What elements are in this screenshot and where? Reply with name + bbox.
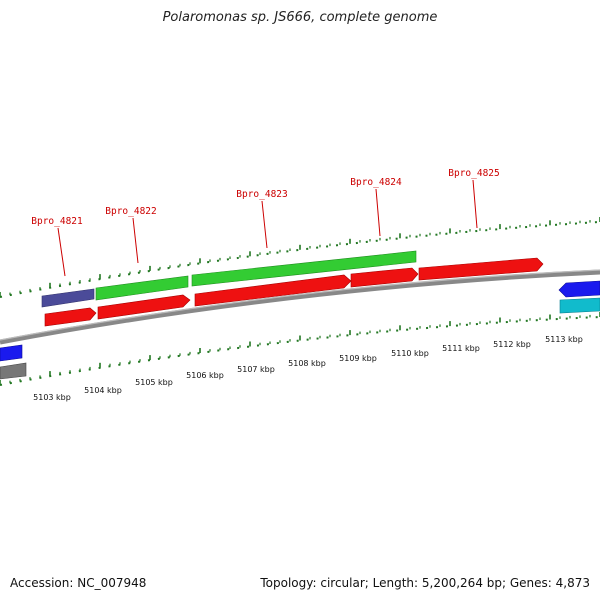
kbp-label-5110: 5110 kbp — [391, 349, 429, 358]
gene-label-bpro-4823: Bpro_4823 — [236, 189, 287, 200]
gene-feature-blue-left[interactable] — [0, 344, 23, 362]
gene-label-bpro-4825: Bpro_4825 — [448, 168, 499, 179]
gene-feature-bpro-4822[interactable] — [95, 275, 189, 301]
gene-leader-bpro-4823 — [261, 200, 268, 249]
gene-feature-bpro-4824[interactable] — [350, 267, 419, 288]
kbp-label-5103: 5103 kbp — [33, 393, 71, 402]
gene-feature-blue-right[interactable] — [558, 280, 600, 298]
gene-leader-bpro-4822 — [132, 217, 139, 264]
gene-feature-bpro-4821[interactable] — [44, 307, 97, 327]
gene-feature-slate[interactable] — [41, 288, 95, 308]
inner-ruler-ticks — [0, 312, 600, 385]
kbp-label-5109: 5109 kbp — [339, 354, 377, 363]
kbp-label-5105: 5105 kbp — [135, 378, 173, 387]
kbp-label-5112: 5112 kbp — [493, 340, 531, 349]
outer-ruler-dots — [0, 221, 600, 298]
backbone-highlight — [0, 269, 600, 341]
kbp-label-5113: 5113 kbp — [545, 335, 583, 344]
gene-feature-bpro-4825[interactable] — [418, 257, 544, 281]
genome-summary-text: Topology: circular; Length: 5,200,264 bp… — [260, 576, 590, 590]
map-title: Polaromonas sp. JS666, complete genome — [162, 10, 438, 25]
gene-feature-bpro-4823[interactable] — [191, 250, 417, 287]
gene-label-bpro-4822: Bpro_4822 — [105, 206, 156, 217]
outer-ruler-ticks — [0, 217, 600, 297]
gene-label-bpro-4821: Bpro_4821 — [31, 216, 83, 227]
gene-leader-bpro-4824 — [375, 188, 381, 237]
kbp-label-5108: 5108 kbp — [288, 359, 326, 368]
gene-label-bpro-4824: Bpro_4824 — [350, 177, 402, 188]
gene-feature-red-2[interactable] — [97, 294, 191, 320]
kbp-label-5106: 5106 kbp — [186, 371, 224, 380]
gene-feature-cyan-right[interactable] — [559, 297, 600, 314]
kbp-label-5104: 5104 kbp — [84, 386, 122, 395]
gene-feature-red-3[interactable] — [194, 274, 352, 307]
backbone — [0, 269, 600, 345]
kbp-label-5107: 5107 kbp — [237, 365, 275, 374]
gene-leader-bpro-4821 — [57, 227, 66, 277]
kbp-label-5111: 5111 kbp — [442, 344, 480, 353]
gene-leader-bpro-4825 — [472, 179, 478, 229]
inner-ruler-dots — [0, 316, 600, 386]
gene-feature-gray-left[interactable] — [0, 362, 27, 380]
accession-text: Accession: NC_007948 — [10, 576, 147, 590]
